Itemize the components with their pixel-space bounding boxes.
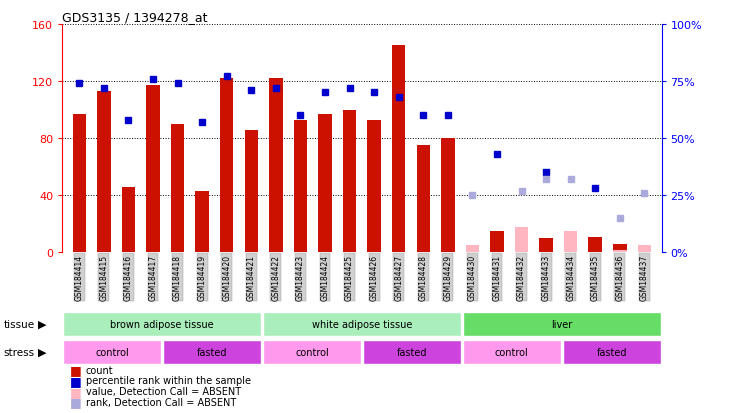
Bar [63,312,261,336]
Text: ■: ■ [69,395,81,408]
Bar [163,340,261,364]
Bar [269,79,283,253]
Text: value, Detection Call = ABSENT: value, Detection Call = ABSENT [86,386,240,396]
Bar [539,239,553,253]
Text: control: control [495,347,529,357]
Text: control: control [95,347,129,357]
Bar [417,146,430,253]
Bar [368,120,381,253]
Bar [637,246,651,253]
Text: percentile rank within the sample: percentile rank within the sample [86,375,251,385]
Text: fasted: fasted [197,347,227,357]
Text: ■: ■ [69,374,81,387]
Bar [245,130,258,253]
Bar [515,227,529,253]
Text: GDS3135 / 1394278_at: GDS3135 / 1394278_at [62,11,208,24]
Bar [220,79,233,253]
Text: brown adipose tissue: brown adipose tissue [110,319,214,329]
Bar [195,192,209,253]
Bar [121,187,135,253]
Bar [463,340,561,364]
Bar [564,231,577,253]
Text: fasted: fasted [596,347,627,357]
Bar [466,246,479,253]
Bar [563,340,661,364]
Bar [263,340,361,364]
Bar [146,86,160,253]
Text: ■: ■ [69,385,81,398]
Text: fasted: fasted [396,347,427,357]
Text: ■: ■ [69,363,81,376]
Bar [613,244,626,253]
Bar [294,120,307,253]
Bar [97,92,110,253]
Bar [491,231,504,253]
Text: count: count [86,365,113,375]
Bar [72,114,86,253]
Bar [564,236,577,253]
Text: rank, Detection Call = ABSENT: rank, Detection Call = ABSENT [86,397,236,407]
Bar [613,250,626,253]
Text: tissue: tissue [4,319,35,329]
Bar [392,46,406,253]
Bar [263,312,461,336]
Bar [441,139,455,253]
Text: ▶: ▶ [38,347,47,357]
Bar [171,125,184,253]
Bar [363,340,461,364]
Bar [588,237,602,253]
Bar [343,110,356,253]
Bar [463,312,661,336]
Text: control: control [295,347,329,357]
Text: stress: stress [4,347,35,357]
Bar [63,340,161,364]
Text: white adipose tissue: white adipose tissue [311,319,412,329]
Bar [318,114,332,253]
Text: liver: liver [551,319,572,329]
Text: ▶: ▶ [38,319,47,329]
